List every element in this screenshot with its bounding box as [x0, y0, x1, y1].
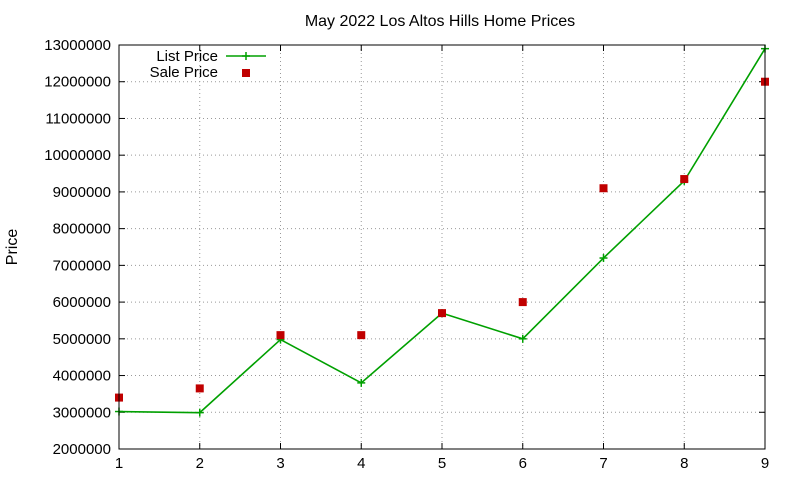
data-point-plus — [357, 378, 366, 387]
x-tick-label: 5 — [438, 455, 446, 472]
x-tick-label: 9 — [761, 455, 769, 472]
plot-frame — [118, 44, 766, 450]
data-point-square — [599, 184, 608, 193]
x-tick-label: 4 — [357, 455, 365, 472]
data-point-square — [680, 175, 689, 184]
y-tick-label: 11000000 — [45, 110, 111, 127]
data-point-square — [195, 384, 204, 393]
data-point-square — [438, 309, 446, 318]
y-tick-label: 4000000 — [53, 368, 111, 385]
grid — [119, 45, 765, 449]
axis-ticks: 2000000 3000000 4000000 5000000 6000000 70000… — [44, 37, 769, 472]
y-tick-label: 2000000 — [53, 441, 111, 458]
series-line — [118, 48, 766, 414]
x-tick-label: 7 — [599, 455, 607, 472]
data-point-square — [518, 298, 527, 307]
chart-title: May 2022 Los Altos Hills Home Prices — [305, 13, 575, 30]
y-tick-label: 3000000 — [53, 404, 111, 421]
series-list-price — [115, 44, 769, 417]
legend-label: List Price — [156, 48, 218, 65]
y-tick-label: 10000000 — [44, 147, 111, 164]
data-point-plus — [518, 334, 527, 343]
x-tick-label: 2 — [196, 455, 204, 472]
legend-swatch-square — [242, 69, 250, 77]
y-tick-label: 13000000 — [44, 37, 111, 54]
y-tick-label: 7000000 — [53, 257, 111, 274]
data-point-square — [357, 331, 366, 340]
y-tick-label: 5000000 — [53, 331, 111, 348]
data-point-square — [276, 331, 285, 340]
plot-area — [115, 44, 769, 417]
y-tick-label: 12000000 — [44, 74, 111, 91]
x-tick-label: 8 — [680, 455, 688, 472]
x-tick-label: 3 — [276, 455, 284, 472]
y-tick-label: 8000000 — [53, 221, 111, 238]
y-tick-label: 9000000 — [53, 184, 111, 201]
y-tick-label: 6000000 — [53, 294, 111, 311]
y-axis-title: Price — [4, 229, 21, 266]
x-tick-label: 1 — [115, 455, 123, 472]
data-point-plus — [242, 52, 250, 60]
data-point-plus — [599, 254, 608, 263]
data-point-plus — [195, 408, 204, 417]
x-tick-label: 6 — [519, 455, 527, 472]
legend-label: Sale Price — [150, 64, 218, 81]
